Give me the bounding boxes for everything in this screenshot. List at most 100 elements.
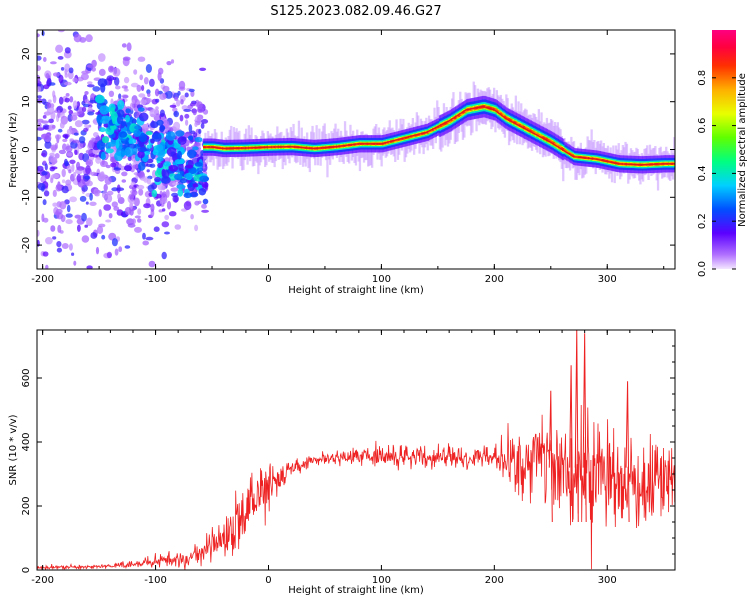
noise-blob: [134, 215, 141, 219]
noise-blob: [70, 114, 78, 121]
noise-blob: [166, 61, 172, 66]
ridge-cell: [498, 111, 501, 115]
noise-blob: [42, 160, 47, 165]
noise-blob: [84, 99, 90, 104]
ridge-cell: [247, 125, 250, 152]
cluster-blob: [152, 149, 159, 156]
noise-blob: [85, 165, 91, 175]
noise-blob: [55, 184, 62, 192]
noise-blob: [51, 173, 59, 179]
noise-blob: [87, 81, 93, 85]
noise-blob: [100, 171, 105, 177]
noise-blob: [123, 88, 129, 92]
cluster-blob: [107, 141, 116, 147]
noise-blob: [82, 106, 87, 113]
noise-blob: [64, 63, 71, 72]
noise-blob: [184, 113, 190, 119]
noise-blob: [89, 99, 97, 104]
noise-blob: [65, 219, 73, 225]
noise-blob: [60, 67, 65, 71]
noise-blob: [37, 182, 46, 191]
noise-blob: [106, 75, 115, 82]
noise-blob: [37, 127, 45, 131]
ridge-cell: [292, 123, 295, 151]
noise-blob: [44, 163, 48, 171]
noise-blob: [161, 251, 167, 260]
noise-blob: [162, 85, 170, 93]
noise-blob: [84, 175, 91, 180]
noise-blob: [137, 208, 142, 215]
cluster-blob: [116, 115, 124, 125]
noise-blob: [162, 208, 166, 212]
snr-line: [37, 404, 675, 570]
noise-blob: [185, 119, 189, 126]
noise-blob: [142, 240, 149, 246]
noise-blob: [71, 163, 75, 173]
noise-blob: [155, 98, 160, 103]
noise-blob: [174, 96, 179, 101]
noise-blob: [193, 142, 201, 147]
cluster-blob: [192, 146, 199, 151]
noise-blob: [69, 196, 77, 203]
noise-blob: [110, 162, 117, 168]
noise-blob: [58, 30, 65, 33]
cluster-blob: [156, 144, 164, 152]
ridge-cell: [575, 153, 578, 180]
noise-blob: [58, 149, 66, 155]
noise-blob: [108, 65, 115, 73]
noise-blob: [118, 93, 122, 100]
cluster-blob: [137, 107, 145, 112]
ytick-label: 200: [21, 496, 32, 515]
noise-blob: [71, 252, 75, 256]
cluster-blob: [95, 94, 105, 104]
noise-blob: [43, 84, 50, 90]
ridge-cell: [567, 151, 570, 155]
snr-spike: [574, 330, 579, 523]
noise-blob: [77, 224, 81, 232]
noise-blob: [178, 80, 186, 90]
noise-blob: [127, 223, 136, 228]
colorbar-tick-label: 0.8: [697, 70, 708, 86]
noise-blob: [62, 143, 67, 151]
ytick-label: 0: [21, 146, 32, 152]
snr-spike: [582, 333, 587, 523]
noise-blob: [131, 218, 136, 225]
spectrogram-xlabel: Height of straight line (km): [288, 285, 424, 296]
noise-blob: [45, 73, 50, 79]
noise-blob: [115, 85, 121, 90]
noise-blob: [64, 97, 70, 103]
noise-blob: [61, 179, 66, 184]
noise-blob: [85, 149, 93, 154]
noise-blob: [116, 187, 125, 191]
noise-blob: [50, 144, 58, 151]
ridge-cell: [230, 125, 233, 153]
noise-blob: [65, 93, 70, 97]
noise-blob: [41, 133, 49, 140]
noise-blob: [140, 177, 147, 181]
noise-blob: [201, 203, 207, 209]
noise-blob: [177, 90, 181, 96]
cluster-blob: [184, 164, 193, 169]
noise-blob: [37, 65, 41, 72]
ridge-cell: [497, 110, 500, 114]
spectrogram-heatmap: [37, 30, 675, 269]
noise-blob: [50, 61, 57, 65]
noise-blob: [155, 106, 159, 110]
noise-blob: [87, 111, 95, 116]
ridge-cell: [343, 121, 347, 148]
noise-blob: [164, 214, 170, 220]
noise-blob: [81, 70, 89, 75]
cluster-blob: [176, 184, 186, 190]
noise-blob: [168, 211, 177, 217]
noise-blob: [123, 76, 130, 84]
noise-blob: [151, 182, 158, 190]
colorbar-tick-label: 0.0: [697, 261, 708, 277]
noise-blob: [56, 247, 63, 253]
colorbar-tick-label: 0.4: [697, 165, 708, 181]
noise-blob: [61, 185, 70, 194]
noise-blob: [37, 229, 40, 237]
noise-blob: [183, 108, 192, 112]
noise-blob: [69, 159, 76, 164]
cluster-blob: [187, 135, 194, 141]
